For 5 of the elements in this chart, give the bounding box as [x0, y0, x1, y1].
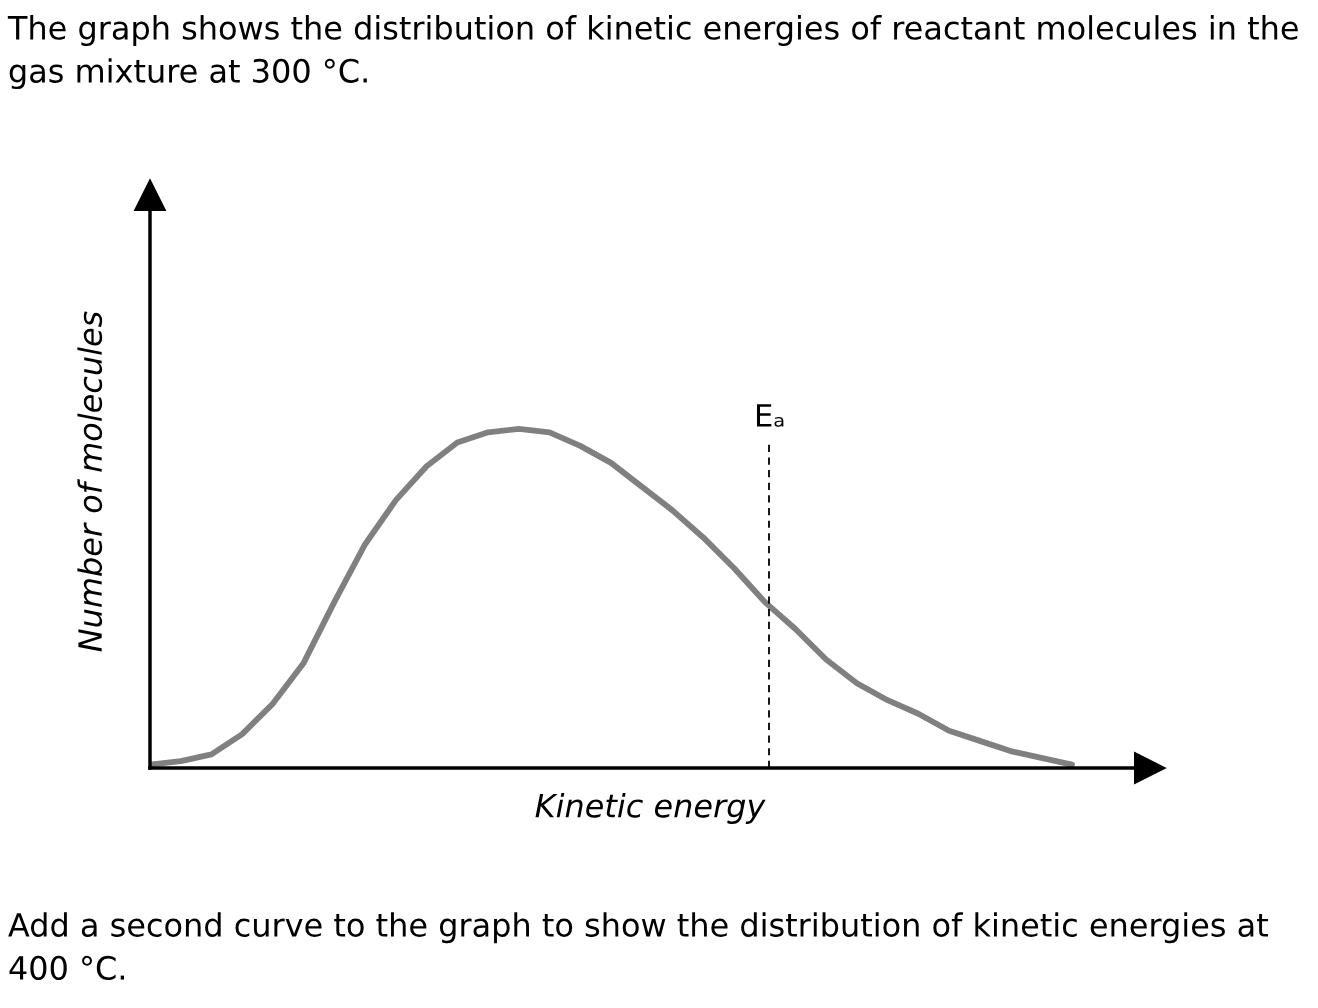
x-axis-title: Kinetic energy [535, 793, 766, 824]
text: Eₐ [757, 404, 784, 427]
text: Add a second curve to the graph to show the distribution of kinetic energies at 400 °C. [8, 912, 1268, 981]
y-axis-title: Number of molecules [77, 311, 103, 652]
chart-title: The graph shows the distribution of kinetic energies of reactant molecules in the gas mixture at 300 °C. [7, 15, 1298, 90]
